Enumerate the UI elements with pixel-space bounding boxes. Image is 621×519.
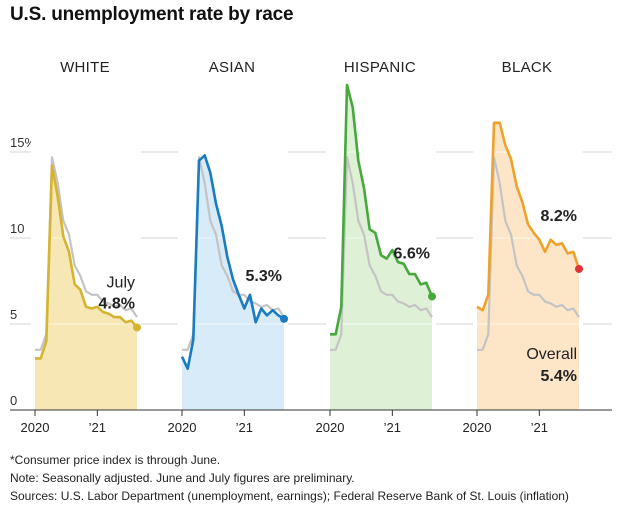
series-end-dot	[133, 323, 141, 332]
y-tick-label: 5	[10, 307, 17, 322]
series-area	[330, 84, 432, 411]
series-line	[330, 83, 434, 336]
x-tick-label: ’21	[236, 420, 253, 435]
series-label: July	[107, 274, 135, 291]
overall-label: Overall	[526, 346, 577, 363]
x-tick-label: 2020	[316, 420, 345, 435]
series-line	[180, 154, 285, 371]
x-tick-label: 2020	[463, 420, 492, 435]
panel-title: BLACK	[502, 59, 553, 76]
overall-series-line	[330, 156, 433, 351]
footnote-cpi: *Consumer price index is through June.	[10, 453, 221, 467]
series-area	[35, 165, 137, 410]
series-end-dot	[280, 314, 288, 323]
x-tick-label: ’21	[384, 420, 401, 435]
x-tick-label: 2020	[21, 420, 50, 435]
footnote-seasonal: Note: Seasonally adjusted. June and July…	[10, 471, 355, 485]
overall-series-line	[35, 156, 138, 351]
y-tick-label: 10	[10, 221, 24, 236]
x-tick-label: ’21	[89, 420, 106, 435]
panel-title: HISPANIC	[344, 59, 416, 76]
panel-title: ASIAN	[209, 59, 256, 76]
series-end-dot	[428, 292, 436, 301]
series-end-dot	[575, 264, 583, 273]
unemployment-chart: 0 5 10 15% WHITE 2020 ’21 July 4.8% ASIAN 2020 ’21 5…	[10, 59, 612, 435]
x-tick-label: 2020	[168, 420, 197, 435]
series-line	[35, 164, 138, 360]
overall-series-line	[182, 156, 285, 351]
y-tick-label: 0	[10, 393, 17, 408]
x-tick-label: ’21	[531, 420, 548, 435]
series-value-label: 6.6%	[394, 245, 430, 262]
series-value-label: 5.3%	[246, 268, 282, 285]
series-line	[476, 121, 581, 312]
chart-title: U.S. unemployment rate by race	[10, 4, 294, 25]
y-tick-label: 15%	[10, 135, 36, 150]
series-value-label: 8.2%	[541, 208, 577, 225]
series-value-label: 4.8%	[99, 295, 135, 312]
panel-title: WHITE	[60, 59, 110, 76]
overall-value-label: 5.4%	[541, 368, 577, 385]
footnote-sources: Sources: U.S. Labor Department (unemploy…	[10, 489, 569, 503]
